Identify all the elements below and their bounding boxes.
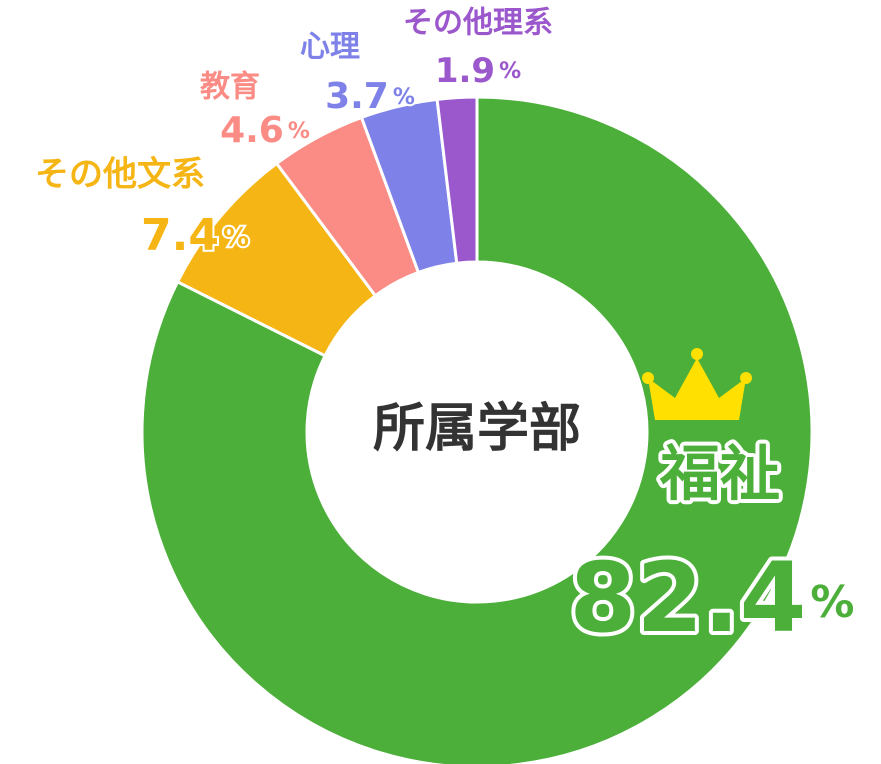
crown-dot: [691, 348, 703, 360]
value-unit: %: [223, 223, 249, 253]
category-label: 教育: [200, 70, 260, 105]
center-label: 所属学部: [373, 399, 581, 459]
crown-dot: [740, 372, 752, 384]
value-number: 82.4: [570, 542, 807, 654]
value-label: 7.4%: [141, 210, 249, 261]
value-unit: %: [393, 85, 415, 110]
value-unit: %: [810, 577, 854, 628]
category-label: 心理: [300, 30, 360, 65]
value-number: 1.9: [435, 51, 495, 91]
value-unit: %: [288, 119, 310, 144]
value-number: 4.6: [220, 110, 284, 151]
slice: [435, 95, 479, 265]
crown-icon: [648, 358, 746, 420]
value-label: 1.9%: [435, 51, 521, 91]
value-label: 3.7%: [325, 76, 415, 117]
category-label: 福祉: [659, 440, 780, 510]
category-label: その他理系: [403, 6, 553, 41]
slices: [140, 95, 814, 764]
value-label: 4.6%: [220, 110, 310, 151]
value-number: 7.4: [141, 210, 219, 261]
slice: [140, 95, 814, 764]
crown-dot: [642, 372, 654, 384]
value-unit: %: [499, 59, 521, 84]
category-label: その他文系: [35, 155, 205, 195]
value-number: 3.7: [325, 76, 389, 117]
value-label: 82.4%: [570, 542, 855, 654]
